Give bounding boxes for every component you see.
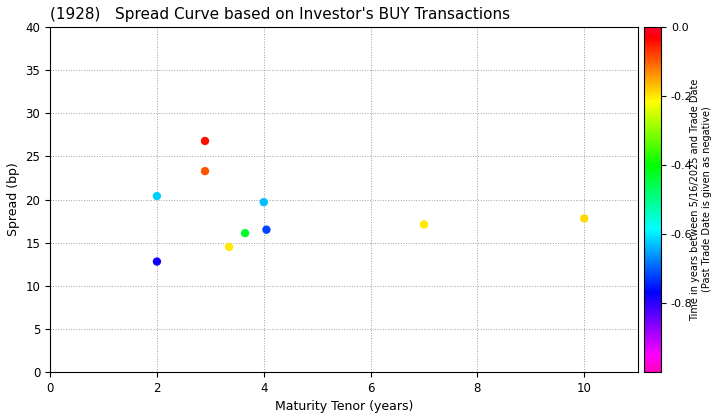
Text: (1928)   Spread Curve based on Investor's BUY Transactions: (1928) Spread Curve based on Investor's … [50, 7, 510, 22]
Point [578, 215, 590, 222]
Point [261, 226, 272, 233]
Point [199, 138, 211, 144]
Point [199, 168, 211, 174]
Y-axis label: Spread (bp): Spread (bp) [7, 163, 20, 236]
Point [239, 230, 251, 236]
X-axis label: Maturity Tenor (years): Maturity Tenor (years) [275, 400, 413, 413]
Point [258, 199, 269, 205]
Point [418, 221, 430, 228]
Point [151, 193, 163, 199]
Point [223, 244, 235, 250]
Point [151, 258, 163, 265]
Y-axis label: Time in years between 5/16/2025 and Trade Date
(Past Trade Date is given as nega: Time in years between 5/16/2025 and Trad… [690, 79, 711, 321]
